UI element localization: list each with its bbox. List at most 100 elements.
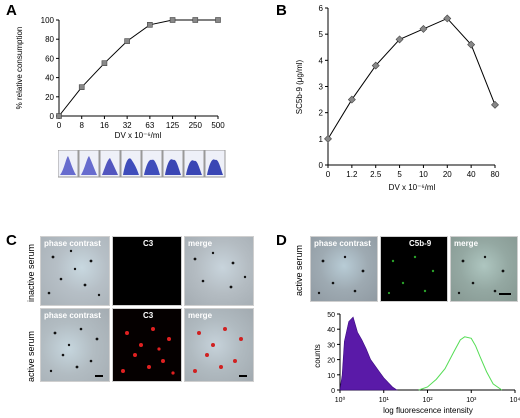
y-tick-label: 0	[50, 112, 55, 121]
data-point	[324, 134, 332, 143]
x-axis-label: DV x 10⁻⁶/ml	[389, 183, 436, 192]
y-axis-label: counts	[313, 344, 322, 368]
chart-b: 0 1 2 3 4 5 6 0 1.2 2.5 5 10 20 40 80 DV x 10⁻⁶/ml SC…	[295, 4, 500, 192]
micrograph-label: C3	[143, 239, 154, 248]
y-tick-label: 20	[45, 93, 54, 102]
chart-d-histogram: 0 10 20 30 40 50 10⁰ 10¹ 10² 10³ 10⁴ log fluoresc…	[313, 312, 520, 415]
x-tick-label: 125	[166, 121, 180, 130]
data-point	[467, 40, 476, 49]
y-tick-label: 3	[319, 83, 324, 92]
micrograph-label: C5b-9	[409, 239, 432, 248]
chart-a: 0 20 40 60 80 100 0 8 16 32 63 125 250 500 DV x 10⁻⁶…	[15, 16, 225, 140]
micrograph-label: merge	[454, 239, 479, 248]
chart-a-thumbnail-strip	[58, 150, 226, 178]
y-tick-label: 0	[319, 161, 324, 170]
micrograph-merge-inactive: merge	[184, 236, 254, 306]
micrograph-merge-active: merge	[184, 308, 254, 382]
scale-bar	[95, 375, 103, 377]
x-tick-label: 0	[326, 170, 331, 179]
y-tick-label: 80	[45, 35, 54, 44]
panel-letter-c: C	[6, 232, 17, 249]
y-tick-label: 40	[45, 74, 54, 83]
x-tick-label: 16	[100, 121, 109, 130]
row-label-active-serum: active serum	[26, 330, 36, 382]
y-tick-label: 50	[327, 312, 335, 319]
panel-letter-b: B	[276, 2, 287, 19]
y-tick-label: 20	[327, 358, 335, 365]
data-point	[443, 14, 452, 23]
thumbnail	[183, 150, 205, 178]
data-point	[215, 17, 221, 23]
micrograph-phase-contrast-active: phase contrast	[40, 308, 110, 382]
data-point	[192, 17, 199, 23]
data-point	[347, 95, 356, 104]
histogram-series-filled	[339, 316, 398, 391]
y-tick-label: 6	[319, 4, 324, 13]
thumbnail	[58, 150, 79, 178]
micrograph-label: phase contrast	[314, 239, 371, 248]
series-line	[58, 19, 218, 117]
y-axis-label: % relative consumption	[15, 27, 24, 110]
data-point	[491, 100, 499, 109]
thumbnail	[120, 150, 142, 178]
micrograph-c3-active: C3	[112, 308, 182, 382]
data-point	[371, 61, 380, 70]
x-tick-label: 10	[419, 170, 428, 179]
y-tick-label: 0	[331, 388, 335, 395]
y-tick-label: 100	[41, 16, 55, 25]
scale-bar	[239, 375, 247, 377]
panel-letter-d: D	[276, 232, 287, 249]
x-tick-label: 10⁰	[335, 396, 346, 404]
data-point	[78, 84, 85, 90]
x-tick-label: 500	[211, 121, 225, 130]
y-tick-label: 1	[319, 135, 324, 144]
x-tick-label: 10¹	[379, 397, 390, 404]
row-label-active-serum: active serum	[294, 244, 304, 296]
y-tick-label: 10	[327, 373, 335, 380]
row-label-inactive-serum: inactive serum	[26, 243, 36, 302]
y-tick-label: 40	[327, 327, 335, 334]
series-line	[327, 17, 496, 140]
micrograph-label: phase contrast	[44, 239, 101, 248]
micrograph-label: phase contrast	[44, 311, 101, 320]
micrograph-c5b9: C5b-9	[380, 236, 448, 302]
y-tick-label: 4	[319, 56, 324, 65]
x-tick-label: 2.5	[370, 170, 382, 179]
micrograph-c3-inactive: C3	[112, 236, 182, 306]
data-point	[101, 60, 108, 67]
x-tick-label: 32	[123, 121, 132, 130]
x-tick-label: 10²	[422, 397, 433, 404]
thumbnail	[162, 150, 184, 178]
thumbnail	[204, 150, 226, 178]
x-tick-label: 20	[443, 170, 452, 179]
micrograph-label: merge	[188, 239, 213, 248]
micrograph-label: merge	[188, 311, 213, 320]
panel-letter-a: A	[6, 2, 17, 19]
data-point	[395, 35, 404, 44]
y-axis-label: SC5b-9 (μg/ml)	[295, 59, 304, 114]
data-point	[147, 21, 153, 28]
x-tick-label: 0	[57, 121, 62, 130]
x-tick-label: 40	[467, 170, 476, 179]
thumbnail	[141, 150, 163, 178]
data-point	[169, 17, 176, 23]
thumbnail	[99, 150, 121, 178]
scale-bar	[499, 293, 511, 295]
x-tick-label: 63	[145, 121, 154, 130]
data-point	[419, 24, 428, 33]
x-tick-label: 8	[79, 121, 84, 130]
x-axis-label: DV x 10⁻⁶/ml	[115, 131, 162, 140]
data-point	[56, 113, 62, 119]
micrograph-merge: merge	[450, 236, 518, 302]
y-tick-label: 2	[319, 109, 324, 118]
x-axis-label: log fluorescence intensity	[383, 406, 473, 415]
x-tick-label: 1.2	[346, 170, 358, 179]
y-tick-label: 60	[45, 54, 54, 63]
y-tick-label: 5	[319, 30, 324, 39]
y-tick-label: 30	[327, 342, 335, 349]
x-tick-label: 250	[189, 121, 203, 130]
histogram-series-outline	[418, 336, 503, 391]
x-tick-label: 5	[397, 170, 402, 179]
x-tick-label: 80	[491, 170, 500, 179]
x-tick-label: 10³	[466, 397, 477, 404]
